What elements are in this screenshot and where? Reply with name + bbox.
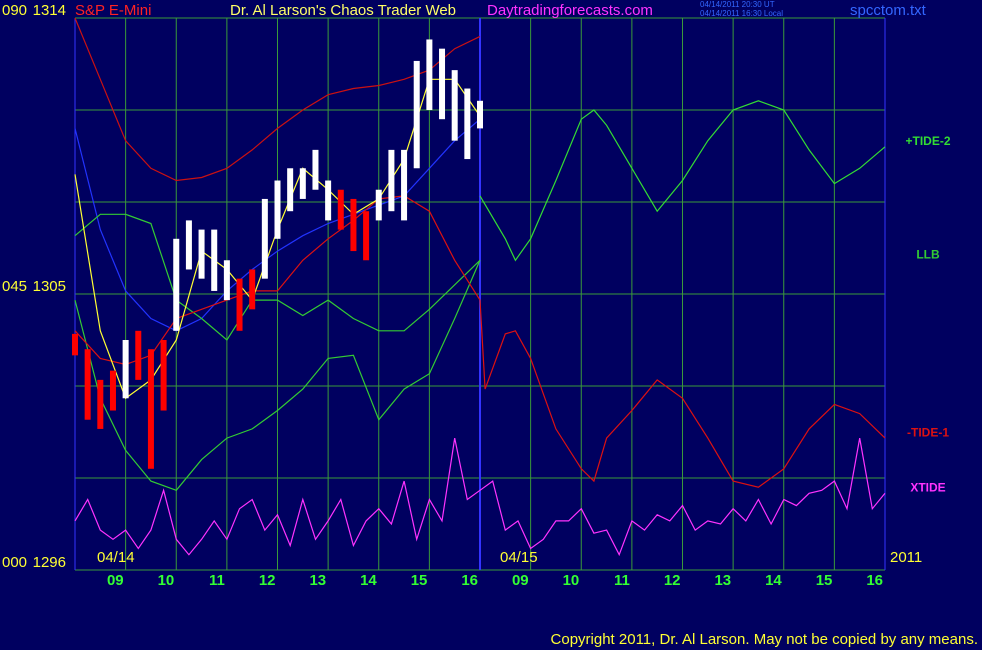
price-bar — [185, 220, 192, 270]
price-bar — [223, 260, 230, 301]
x-tick-label: 10 — [563, 572, 580, 589]
date-label: 04/14 — [97, 549, 135, 566]
series-line — [74, 17, 481, 182]
series-label: LLB — [916, 247, 940, 261]
price-bar — [388, 149, 395, 212]
y2-tick-label: 045 — [2, 278, 27, 295]
x-tick-label: 14 — [360, 572, 377, 589]
series-label: XTIDE — [910, 481, 945, 495]
price-bar — [261, 198, 268, 279]
x-tick-label: 10 — [158, 572, 175, 589]
y2-tick-label: 000 — [2, 554, 27, 571]
copyright: Copyright 2011, Dr. Al Larson. May not b… — [551, 631, 978, 648]
price-bar — [464, 88, 471, 160]
series-label: +TIDE-2 — [905, 134, 950, 148]
price-bar — [375, 189, 382, 221]
symbol: S&P E-Mini — [75, 2, 151, 19]
date-label: 04/15 — [500, 549, 538, 566]
price-bar — [451, 70, 458, 141]
price-bar — [439, 48, 446, 120]
x-tick-label: 09 — [512, 572, 529, 589]
series-line — [74, 118, 481, 332]
x-tick-label: 13 — [714, 572, 731, 589]
price-bar — [198, 229, 205, 279]
price-bar — [173, 238, 180, 331]
price-bar — [122, 340, 129, 399]
price-bar — [147, 349, 154, 469]
price-bar — [299, 168, 306, 199]
chart-title: Dr. Al Larson's Chaos Trader Web — [230, 2, 456, 19]
timestamp-ut: 04/14/2011 20:30 UT — [700, 0, 775, 9]
series-line — [74, 213, 481, 341]
x-tick-label: 16 — [461, 572, 478, 589]
price-bar — [477, 100, 483, 129]
price-bar — [413, 60, 420, 169]
price-bar — [350, 198, 357, 252]
x-tick-label: 09 — [107, 572, 124, 589]
series-line — [479, 100, 886, 262]
price-bar — [97, 379, 104, 429]
x-tick-label: 16 — [866, 572, 883, 589]
x-tick-label: 14 — [765, 572, 782, 589]
price-bar — [325, 180, 332, 221]
price-bar — [84, 349, 91, 420]
plot — [72, 17, 886, 557]
date-label: 2011 — [890, 549, 922, 566]
x-tick-label: 15 — [816, 572, 833, 589]
x-tick-label: 12 — [664, 572, 681, 589]
price-bar — [72, 333, 78, 356]
price-bar — [401, 149, 408, 221]
website: Daytradingforecasts.com — [487, 2, 653, 19]
price-bar — [274, 180, 281, 239]
timestamp-local: 04/14/2011 16:30 Local — [700, 9, 783, 18]
x-tick-label: 13 — [309, 572, 326, 589]
price-bar — [249, 269, 256, 310]
y-tick-label: 1305 — [33, 278, 66, 295]
x-tick-label: 11 — [209, 572, 225, 589]
series-line — [74, 437, 886, 557]
x-tick-label: 11 — [614, 572, 630, 589]
price-bar — [426, 39, 433, 110]
y-tick-label: 1314 — [33, 2, 66, 19]
x-tick-label: 15 — [411, 572, 428, 589]
price-bar — [211, 229, 218, 291]
y2-tick-label: 090 — [2, 2, 27, 19]
series-line — [74, 260, 481, 492]
x-tick-label: 12 — [259, 572, 276, 589]
y-tick-label: 1296 — [33, 554, 66, 571]
series-label: -TIDE-1 — [907, 425, 949, 439]
price-bar — [312, 149, 319, 190]
series-line — [74, 195, 886, 488]
price-bar — [109, 370, 116, 411]
price-bar — [236, 278, 243, 331]
price-bar — [337, 189, 344, 230]
price-bar — [135, 330, 142, 380]
price-bar — [363, 211, 370, 261]
filename: spcctom.txt — [850, 2, 927, 19]
price-bar — [287, 168, 294, 212]
price-bar — [160, 340, 167, 411]
